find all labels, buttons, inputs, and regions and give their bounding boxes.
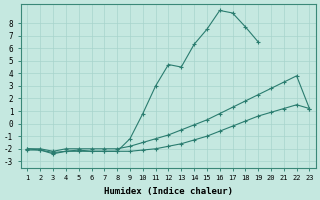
X-axis label: Humidex (Indice chaleur): Humidex (Indice chaleur) [104, 187, 233, 196]
